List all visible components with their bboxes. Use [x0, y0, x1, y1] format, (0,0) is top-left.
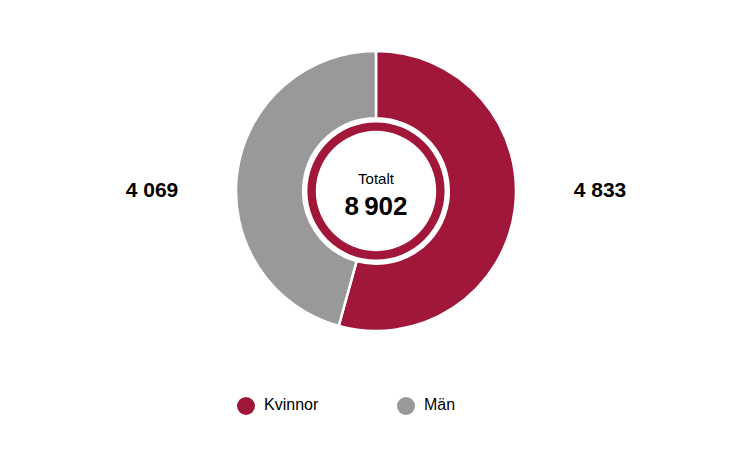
legend-item: Män	[397, 396, 455, 415]
inner-ring	[307, 122, 444, 259]
legend-swatch	[397, 397, 415, 415]
total-value: 8 902	[344, 191, 407, 221]
data-label: 4 833	[574, 178, 627, 201]
legend-item: Kvinnor	[237, 396, 319, 415]
legend-label: Män	[424, 396, 455, 413]
legend-swatch	[237, 397, 255, 415]
chart: Totalt 8 902 4 833 4 069 Kvinnor Män	[0, 0, 752, 451]
legend-label: Kvinnor	[264, 396, 319, 413]
data-label: 4 069	[126, 178, 179, 201]
donut: Totalt 8 902 4 833 4 069	[126, 51, 627, 331]
slice	[236, 51, 376, 326]
legend: Kvinnor Män	[237, 396, 455, 415]
center-label: Totalt	[358, 170, 395, 187]
